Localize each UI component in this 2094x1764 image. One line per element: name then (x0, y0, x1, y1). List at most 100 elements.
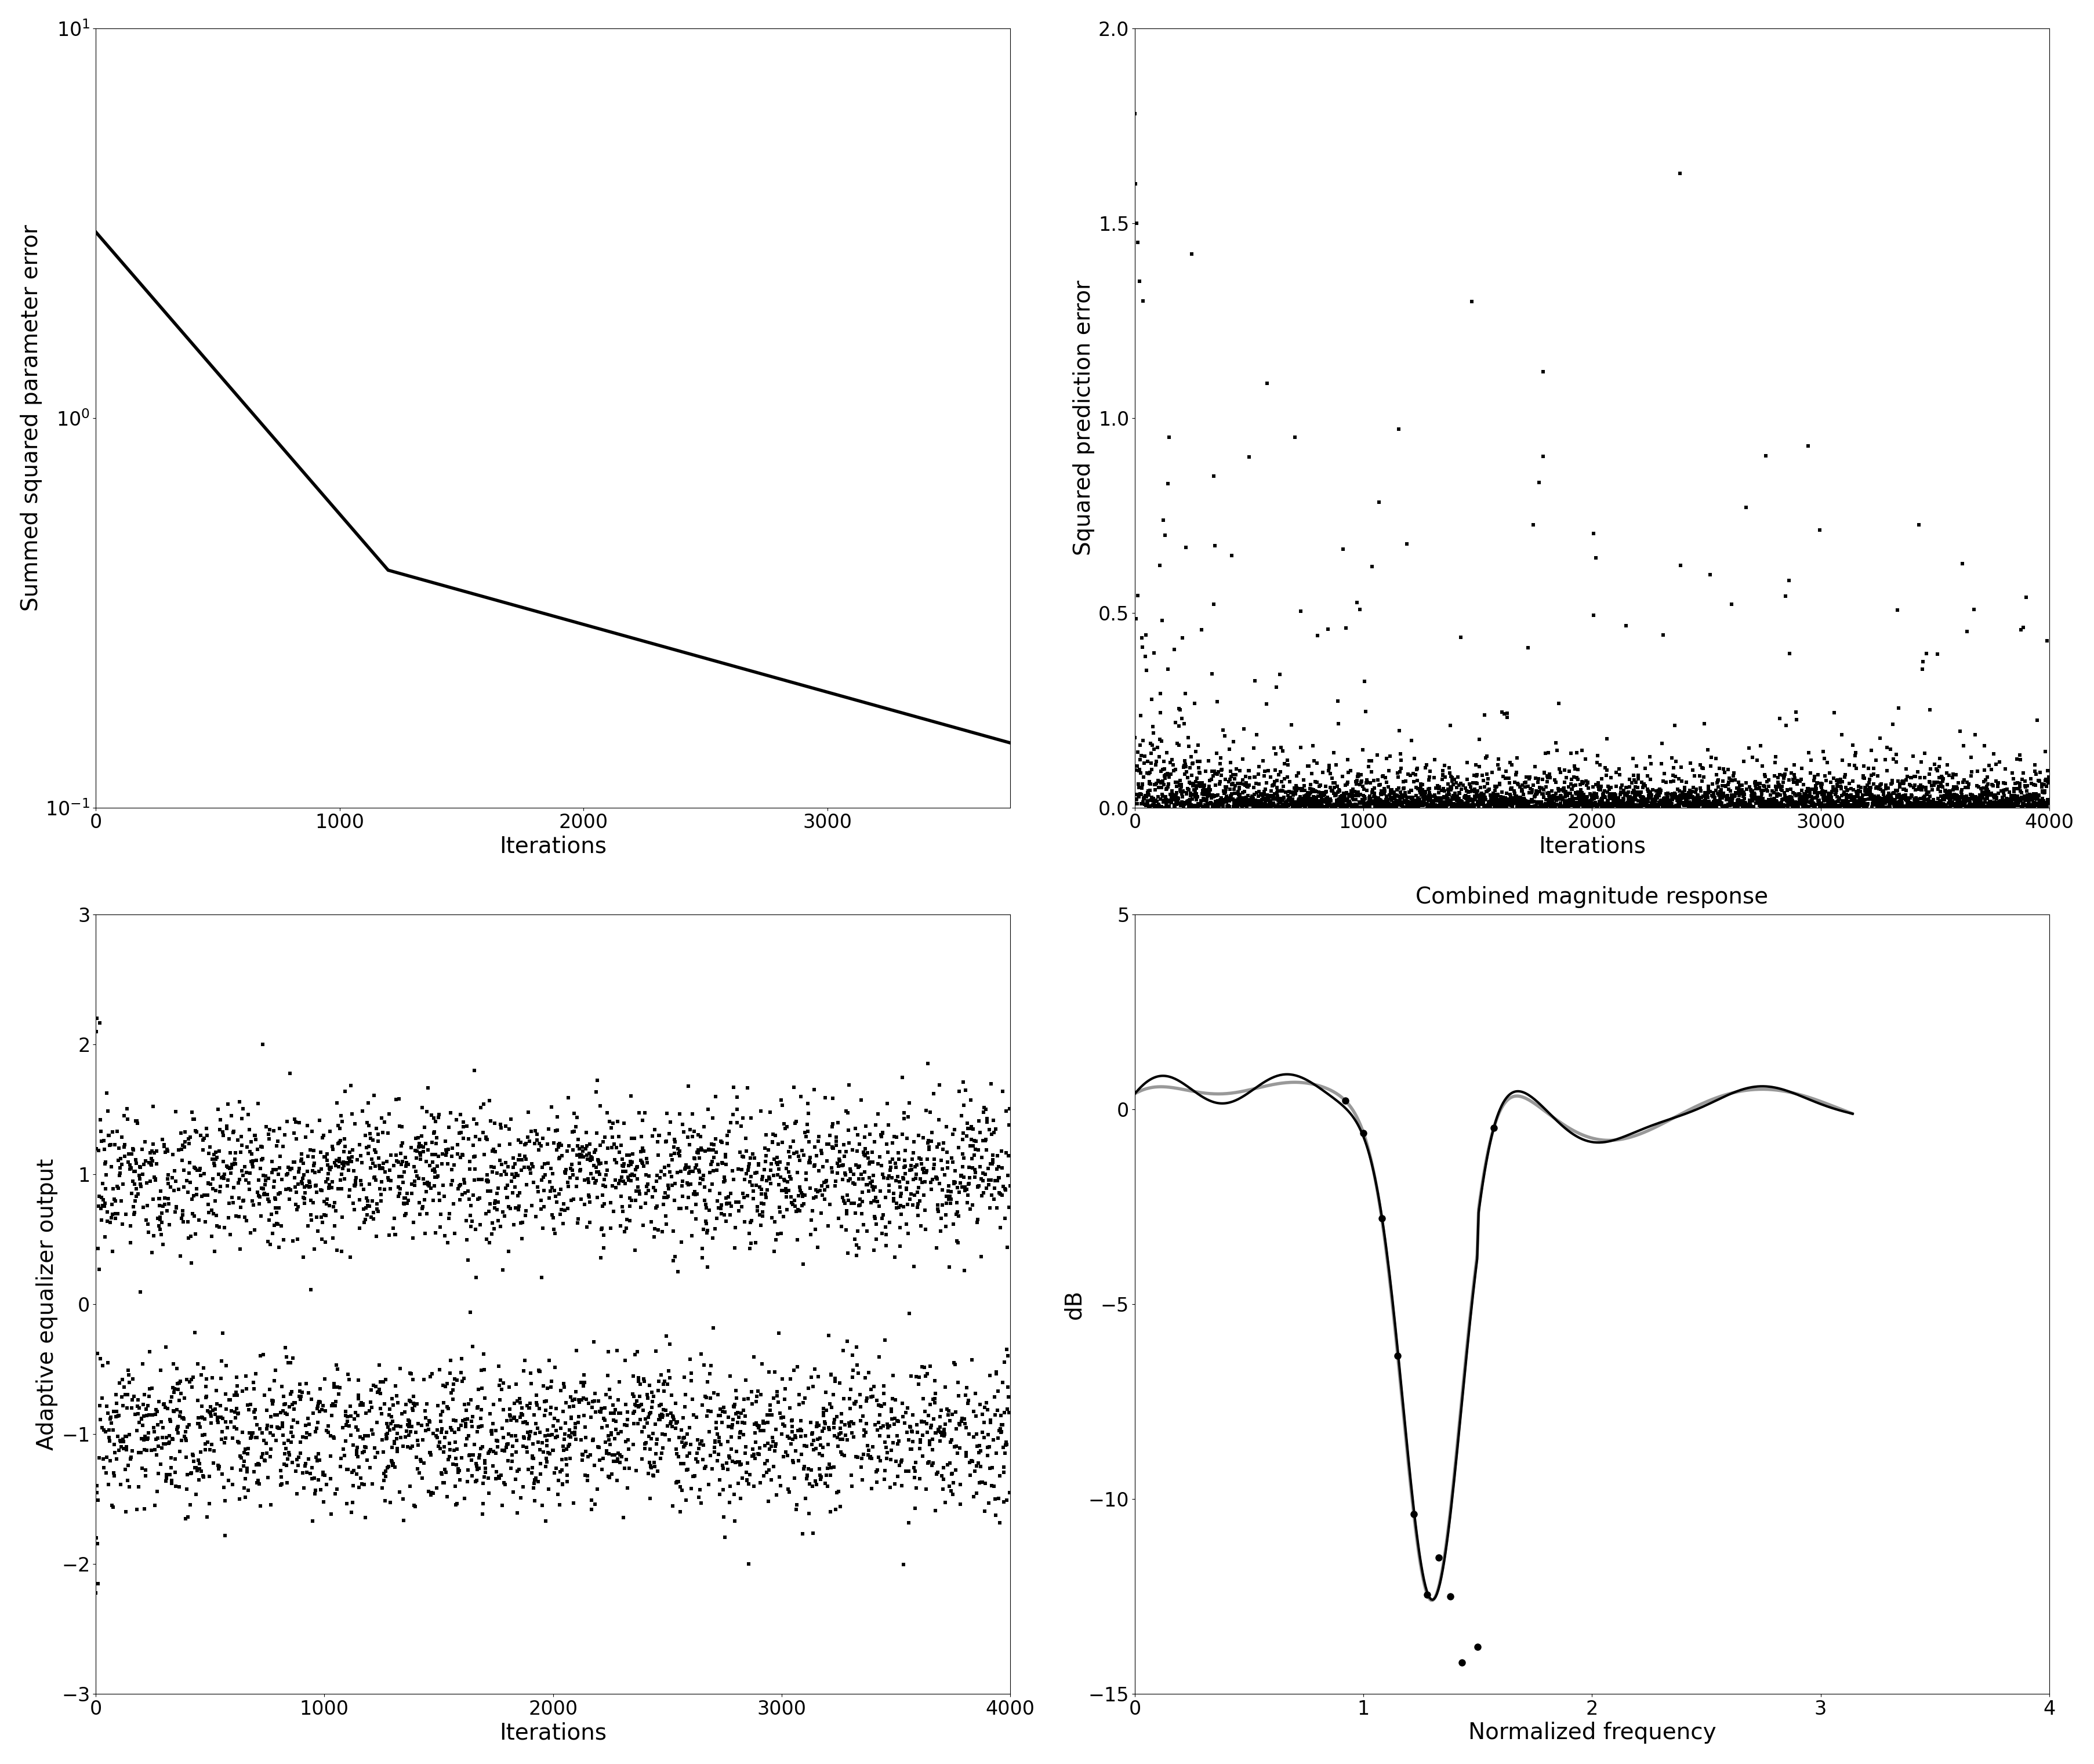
Point (1418, 746, 1451, 774)
Point (1359, 792, 1393, 820)
Point (955, 1115, 988, 1143)
Point (237, 1457, 270, 1485)
Point (861, 1408, 894, 1436)
Point (553, 1445, 586, 1473)
Point (165, 1196, 199, 1224)
Point (438, 1150, 471, 1178)
Point (496, 1154, 530, 1182)
Point (1246, 792, 1279, 820)
Point (1120, 737, 1154, 766)
Point (1154, 748, 1187, 776)
Point (775, 1413, 808, 1441)
Point (1506, 789, 1539, 817)
Point (597, 1110, 630, 1138)
Point (318, 1189, 352, 1217)
Point (2008, 790, 2042, 818)
Point (1985, 776, 2019, 804)
Point (856, 1432, 890, 1461)
Point (1369, 764, 1403, 792)
Point (1309, 778, 1342, 806)
Point (484, 1212, 517, 1240)
Point (1935, 781, 1968, 810)
Point (84, 1406, 117, 1434)
Point (1378, 780, 1411, 808)
Point (1460, 790, 1493, 818)
Point (1292, 783, 1326, 811)
Point (1543, 759, 1577, 787)
Point (1185, 790, 1219, 818)
Point (111, 1466, 144, 1494)
Point (892, 1425, 926, 1454)
Point (1422, 773, 1455, 801)
Point (750, 1120, 783, 1148)
Point (699, 1409, 733, 1438)
Point (1573, 790, 1606, 818)
Point (737, 1441, 771, 1469)
Point (168, 1132, 201, 1161)
Point (1950, 792, 1983, 820)
Point (1679, 776, 1713, 804)
Point (1302, 789, 1336, 817)
Point (1652, 789, 1686, 817)
Point (632, 1484, 666, 1512)
Point (1784, 783, 1818, 811)
Point (308, 1487, 341, 1515)
Point (101, 1422, 134, 1450)
Point (117, 1401, 151, 1429)
Point (875, 1162, 909, 1191)
Point (1797, 764, 1830, 792)
Point (237, 1150, 270, 1178)
Point (622, 1394, 655, 1422)
Point (1344, 760, 1378, 789)
Point (1684, 776, 1717, 804)
Point (1866, 792, 1899, 820)
Point (1734, 776, 1767, 804)
Point (561, 1125, 595, 1154)
Point (658, 1132, 691, 1161)
Point (335, 1143, 369, 1171)
Point (976, 1182, 1009, 1210)
Point (1801, 787, 1834, 815)
Point (1906, 789, 1939, 817)
Point (274, 1378, 308, 1406)
Point (1520, 767, 1554, 796)
Point (986, 1454, 1020, 1482)
Point (712, 1443, 745, 1471)
Point (1455, 792, 1489, 820)
Point (1924, 769, 1958, 797)
Point (890, 1399, 923, 1427)
Point (1868, 787, 1901, 815)
Point (1742, 792, 1776, 820)
Point (308, 1228, 341, 1256)
Point (1820, 789, 1853, 817)
Point (1254, 792, 1288, 820)
Point (1307, 781, 1340, 810)
Point (1803, 787, 1836, 815)
Point (1906, 748, 1939, 776)
Point (871, 1413, 905, 1441)
Point (1811, 789, 1845, 817)
Point (88, 1175, 121, 1203)
Point (630, 1409, 664, 1438)
Point (1822, 787, 1855, 815)
Point (1317, 790, 1351, 818)
Point (1977, 789, 2010, 817)
Point (540, 1422, 574, 1450)
Point (1474, 790, 1508, 818)
Point (1966, 778, 2000, 806)
Point (136, 1238, 170, 1267)
Point (712, 1413, 745, 1441)
Point (113, 1212, 147, 1240)
Point (1893, 771, 1926, 799)
Point (1943, 783, 1977, 811)
Point (1313, 751, 1346, 780)
Point (1795, 790, 1828, 818)
Point (1841, 790, 1874, 818)
Point (915, 1452, 949, 1480)
Point (1891, 762, 1924, 790)
Point (1349, 783, 1382, 811)
Point (1899, 789, 1933, 817)
Point (1901, 774, 1935, 803)
Point (362, 1378, 396, 1406)
Point (134, 1138, 168, 1166)
